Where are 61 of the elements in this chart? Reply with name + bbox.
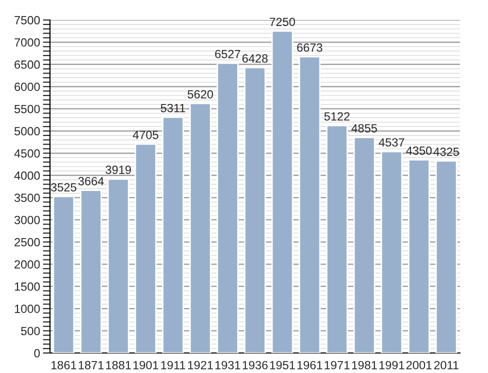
bar: [435, 160, 458, 353]
y-tick-label: 2500: [14, 238, 40, 246]
x-tick-label: 1936: [242, 360, 268, 370]
y-tick-label: 5500: [14, 104, 40, 114]
bar: [189, 102, 212, 353]
bar: [52, 196, 75, 353]
x-tick-label: 1981: [352, 360, 377, 370]
y-tick-label: 2000: [14, 260, 40, 269]
y-tick-label: 7500: [14, 16, 40, 24]
bar: [380, 150, 403, 353]
x-tick-label: 1921: [188, 360, 213, 370]
data-label: 6428: [242, 54, 268, 63]
bar: [353, 136, 376, 353]
x-tick-label: 2001: [406, 360, 432, 370]
y-tick-label: 5000: [14, 127, 40, 136]
y-tick-label: 1500: [14, 282, 40, 291]
data-label: 4350: [406, 146, 432, 155]
bar: [408, 159, 430, 353]
x-tick-label: 1861: [51, 360, 76, 370]
data-label: 3919: [106, 166, 131, 174]
bar: [244, 66, 266, 353]
x-tick-label: 1951: [270, 360, 295, 370]
x-tick-label: 1931: [215, 360, 240, 370]
data-label: 7250: [270, 18, 296, 26]
data-label: 4855: [351, 124, 377, 132]
bar: [80, 190, 102, 353]
data-label: 6673: [297, 43, 322, 52]
bar: [271, 30, 294, 353]
bar: [107, 178, 130, 353]
x-tick-label: 1961: [297, 360, 322, 370]
data-label: 3664: [78, 176, 104, 186]
bar: [298, 56, 321, 353]
y-tick-label: 4500: [14, 149, 40, 158]
x-tick-label: 1911: [161, 360, 186, 370]
data-label: 4537: [378, 138, 404, 147]
data-label: 5620: [188, 90, 214, 98]
y-tick-label: 1000: [14, 304, 40, 313]
data-label: 5311: [160, 104, 186, 112]
y-tick-label: 6000: [14, 82, 40, 91]
data-label: 6527: [215, 50, 240, 58]
y-tick-label: 4000: [14, 171, 40, 180]
data-label: 3525: [50, 183, 76, 192]
x-tick-label: 1971: [324, 360, 350, 370]
x-tick-label: 1881: [106, 360, 131, 370]
x-tick-label: 1871: [78, 360, 104, 370]
data-label: 4325: [433, 148, 459, 156]
x-tick-label: 2011: [434, 360, 458, 370]
x-tick-label: 1901: [133, 360, 158, 370]
y-tick-label: 3500: [14, 194, 40, 202]
x-tick-label: 1991: [379, 360, 404, 370]
bar: [134, 143, 157, 353]
y-tick-label: 0: [34, 349, 40, 358]
y-tick-label: 6500: [14, 60, 40, 69]
y-tick-label: 7000: [14, 38, 40, 47]
data-label: 4705: [132, 130, 158, 140]
bar: [216, 62, 239, 353]
bar: [162, 116, 184, 353]
y-tick-label: 500: [21, 326, 40, 336]
y-tick-label: 3000: [14, 216, 40, 224]
bar: [326, 124, 348, 353]
data-label: 5122: [324, 112, 350, 121]
